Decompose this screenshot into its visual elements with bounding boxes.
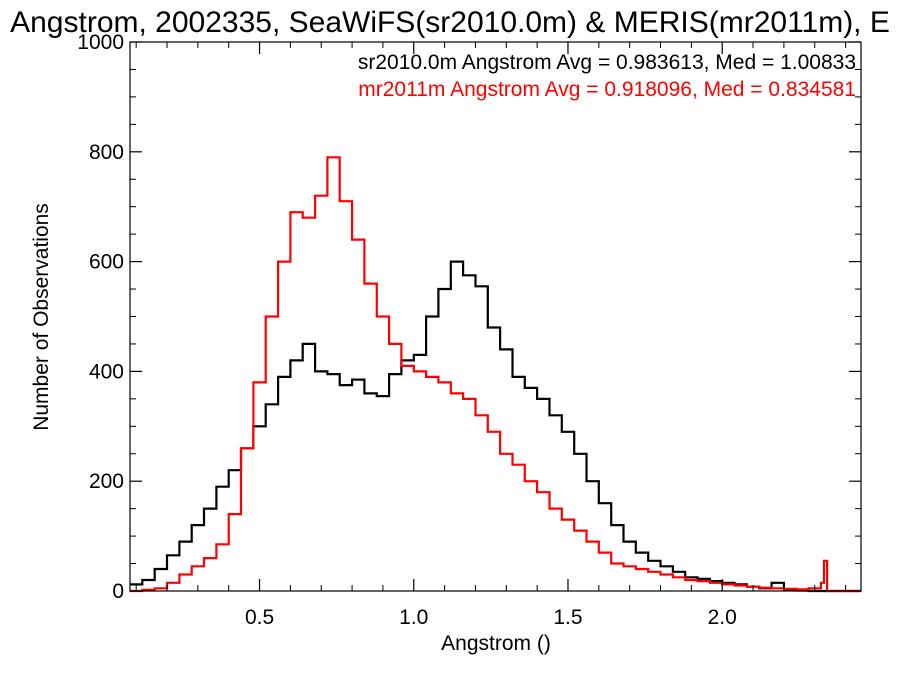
- x-tick-label: 1.0: [399, 606, 428, 629]
- series-line-mr2011m: [130, 156, 861, 593]
- y-tick-label: 400: [89, 360, 124, 383]
- y-tick-label: 200: [89, 470, 124, 493]
- annotation-sr2010: sr2010.0m Angstrom Avg = 0.983613, Med =…: [358, 51, 856, 74]
- series-line-sr2010.0m: [130, 260, 861, 593]
- y-tick-label: 600: [89, 251, 124, 274]
- y-tick-label: 0: [112, 580, 124, 603]
- x-tick-label: 1.5: [553, 606, 582, 629]
- series-layer: [130, 156, 861, 593]
- plot-frame: [129, 41, 862, 592]
- x-axis-label: Angstrom (): [441, 632, 551, 655]
- x-tick-label: 0.5: [245, 606, 274, 629]
- y-tick-label: 1000: [77, 31, 124, 54]
- y-tick-label: 800: [89, 141, 124, 164]
- chart-title: Angstrom, 2002335, SeaWiFS(sr2010.0m) & …: [10, 6, 890, 39]
- ticks-layer: 0.5 1.0 1.5 2.0 0 200 400 600 800 1000: [77, 31, 861, 629]
- y-axis-label: Number of Observations: [30, 203, 53, 431]
- annotation-mr2011: mr2011m Angstrom Avg = 0.918096, Med = 0…: [358, 78, 856, 101]
- x-tick-label: 2.0: [708, 606, 737, 629]
